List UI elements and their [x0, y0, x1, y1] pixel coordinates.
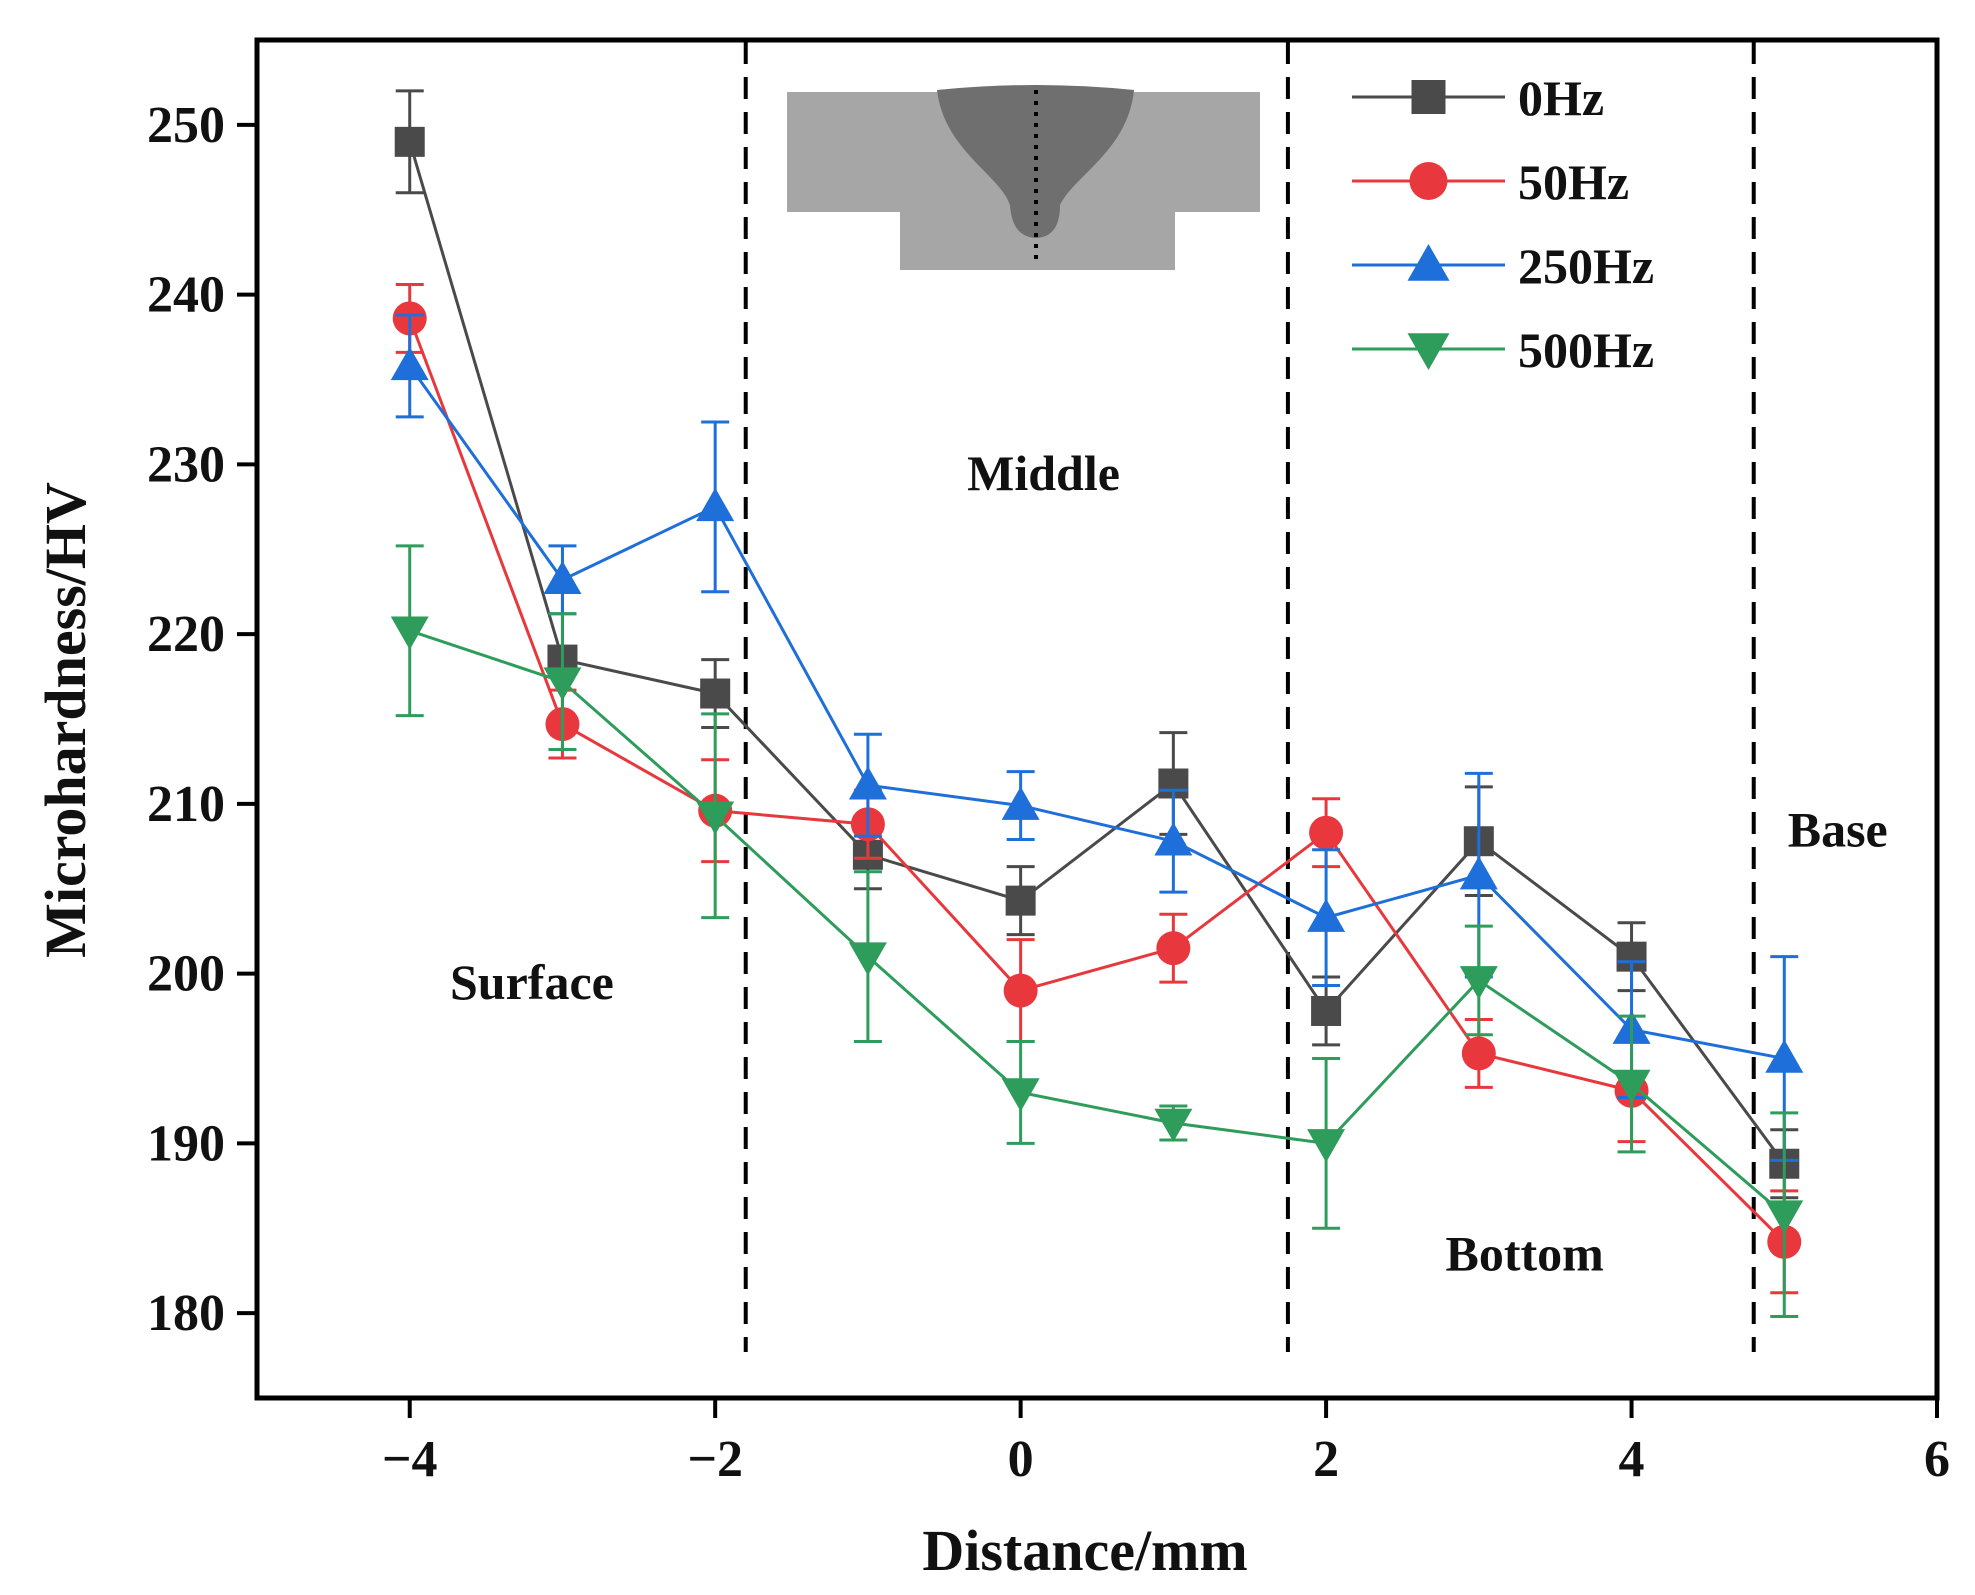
data-point — [700, 678, 731, 709]
y-tick-label: 230 — [147, 436, 225, 493]
y-tick-label: 250 — [147, 97, 225, 154]
inset-weld-bead — [937, 85, 1134, 238]
data-point — [1765, 1200, 1804, 1234]
x-tick-label: −4 — [382, 1431, 438, 1488]
region-label-base: Base — [1788, 801, 1888, 857]
y-tick-label: 240 — [147, 267, 225, 324]
y-tick-label: 220 — [147, 606, 225, 663]
legend-marker — [1407, 333, 1450, 370]
legend-label: 500Hz — [1518, 322, 1654, 378]
legend-marker — [1411, 80, 1446, 114]
legend-item-500Hz: 500Hz — [1352, 322, 1654, 378]
data-point — [1461, 1036, 1496, 1071]
y-axis: 180 190 200 210 220 230 240 250 — [147, 97, 257, 1342]
series-line — [408, 365, 1785, 1060]
data-point — [390, 346, 429, 381]
series-line — [409, 629, 1786, 1216]
data-point — [1765, 1039, 1804, 1073]
data-point — [1307, 1129, 1346, 1163]
data-point — [1307, 898, 1346, 932]
data-point — [1156, 931, 1191, 966]
region-labels: Surface Middle Bottom Base — [450, 445, 1888, 1282]
plot-frame — [254, 37, 1940, 1401]
data-point — [1003, 973, 1038, 1008]
legend-item-250Hz: 250Hz — [1352, 238, 1654, 294]
x-axis-title: Distance/mm — [922, 1518, 1247, 1583]
data-point — [1459, 966, 1498, 1000]
region-divider-lines — [743, 42, 1756, 1352]
y-tick-label: 210 — [147, 776, 225, 833]
x-tick-label: 2 — [1313, 1431, 1339, 1488]
legend-label: 50Hz — [1518, 154, 1629, 210]
data-point — [1005, 885, 1036, 916]
data-point — [1154, 1108, 1193, 1143]
region-label-surface: Surface — [450, 954, 614, 1010]
series-250Hz — [390, 313, 1804, 1162]
plot-area — [390, 89, 1804, 1319]
data-point — [543, 667, 582, 701]
data-point — [696, 487, 735, 522]
series-500Hz — [390, 544, 1804, 1319]
x-axis: −4 −2 0 2 4 6 — [382, 1398, 1950, 1488]
y-tick-label: 180 — [147, 1285, 225, 1342]
legend-marker — [1409, 162, 1448, 200]
legend-marker — [1407, 244, 1450, 281]
legend-label: 250Hz — [1518, 238, 1654, 294]
data-point — [696, 801, 735, 835]
data-point — [543, 560, 582, 595]
series-line — [408, 317, 1786, 1243]
region-label-bottom: Bottom — [1445, 1226, 1603, 1282]
y-tick-label: 200 — [147, 946, 225, 1003]
data-point — [1001, 1078, 1040, 1112]
series-50Hz — [392, 282, 1802, 1295]
data-point — [1001, 786, 1040, 820]
series-line — [408, 141, 1786, 1165]
x-tick-label: 6 — [1924, 1431, 1950, 1488]
x-tick-label: −2 — [687, 1431, 743, 1488]
legend-item-50Hz: 50Hz — [1352, 154, 1629, 210]
data-point — [1154, 822, 1193, 856]
legend-item-0Hz: 0Hz — [1352, 70, 1604, 126]
legend: 0Hz 50Hz 250Hz 500Hz — [1352, 70, 1654, 378]
data-point — [848, 766, 887, 800]
x-tick-label: 4 — [1619, 1431, 1645, 1488]
y-tick-label: 190 — [147, 1115, 225, 1172]
data-point — [394, 126, 425, 157]
weld-cross-section-inset — [787, 85, 1260, 270]
region-label-middle: Middle — [967, 445, 1120, 501]
data-point — [1309, 815, 1344, 850]
x-tick-label: 0 — [1008, 1431, 1034, 1488]
legend-label: 0Hz — [1518, 70, 1604, 126]
y-axis-title: Microhardness/HV — [33, 482, 98, 958]
data-point — [848, 942, 887, 976]
data-point — [1459, 856, 1498, 890]
data-point — [1311, 995, 1342, 1026]
data-point — [390, 616, 429, 650]
data-point — [1612, 1069, 1651, 1103]
